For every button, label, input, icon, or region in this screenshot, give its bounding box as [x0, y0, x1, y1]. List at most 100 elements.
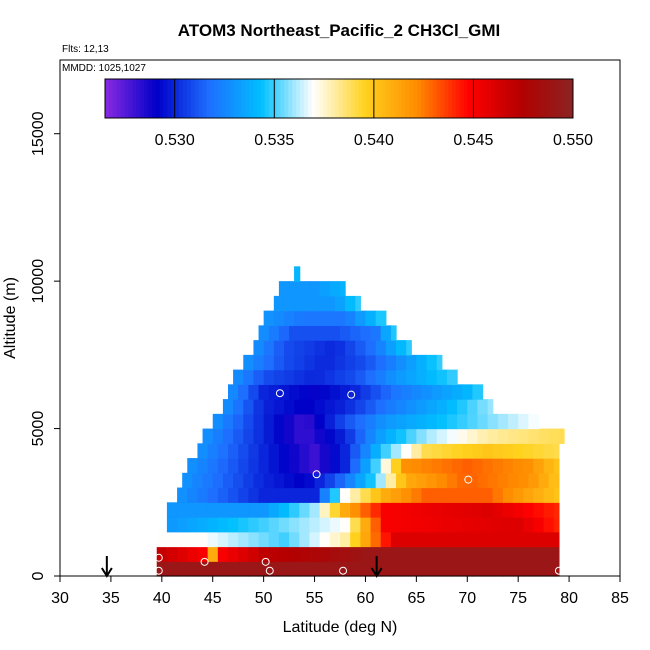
heatmap-cell	[294, 369, 305, 385]
colorbar-tick-label: 0.550	[553, 132, 593, 149]
sample-point	[154, 553, 163, 562]
heatmap-cell	[187, 458, 199, 474]
heatmap-cell	[492, 487, 504, 503]
heatmap-cell	[375, 428, 387, 444]
heatmap-cell	[390, 502, 402, 518]
heatmap-cell	[406, 413, 417, 430]
heatmap-cell	[309, 384, 321, 400]
y-tick-label: 15000	[30, 111, 47, 156]
heatmap-cell	[177, 517, 188, 533]
heatmap-cell	[431, 502, 443, 518]
heatmap-cell	[462, 443, 473, 459]
heatmap-cell	[472, 502, 484, 518]
heatmap-cell	[309, 561, 321, 577]
heatmap-cell	[401, 546, 412, 562]
heatmap-cell	[309, 546, 321, 562]
heatmap-cell	[166, 546, 178, 562]
heatmap-cell	[416, 413, 428, 430]
heatmap-cell	[558, 428, 565, 444]
heatmap-cell	[309, 502, 321, 518]
heatmap-cell	[396, 413, 407, 430]
colorbar-segment	[288, 79, 293, 118]
heatmap-cell	[452, 458, 463, 474]
sample-point	[200, 557, 209, 566]
heatmap-cell	[340, 517, 351, 533]
heatmap-cell	[446, 399, 458, 415]
colorbar-segment	[526, 79, 531, 118]
heatmap-cell	[289, 546, 300, 562]
colorbar-segment	[374, 79, 379, 118]
heatmap-cell	[334, 472, 346, 489]
colorbar-segment	[268, 79, 274, 118]
heatmap-cell	[238, 517, 249, 533]
colorbar-segment	[284, 79, 289, 118]
heatmap-cell	[294, 310, 305, 326]
heatmap-cell	[263, 369, 275, 385]
heatmap-cell	[533, 531, 545, 548]
heatmap-cell	[273, 295, 285, 312]
heatmap-cell	[472, 443, 484, 459]
colorbar-segment	[510, 79, 515, 118]
colorbar-segment	[530, 79, 535, 118]
heatmap-cell	[304, 399, 316, 415]
heatmap-cell	[370, 487, 382, 503]
heatmap-cell	[299, 502, 311, 518]
heatmap-cell	[436, 472, 448, 489]
dates-label: MMDD: 1025,1027	[62, 63, 146, 74]
heatmap-cell	[319, 384, 331, 400]
heatmap-cell	[273, 369, 285, 385]
heatmap-cell	[207, 546, 219, 562]
colorbar-segment	[514, 79, 519, 118]
heatmap-cell	[207, 443, 219, 459]
heatmap-cell	[228, 517, 239, 533]
heatmap-cell	[441, 561, 453, 577]
heatmap-cell	[553, 546, 560, 562]
heatmap-cell	[248, 502, 260, 518]
colorbar-segment	[557, 79, 562, 118]
colorbar-segment	[467, 79, 473, 118]
heatmap-cell	[258, 531, 270, 548]
heatmap-cell	[401, 443, 412, 459]
heatmap-cell	[278, 546, 290, 562]
heatmap-cell	[253, 472, 265, 489]
heatmap-cell	[294, 354, 305, 371]
heatmap-cell	[273, 472, 285, 489]
heatmap-cell	[390, 325, 397, 341]
heatmap-cell	[472, 546, 484, 562]
heatmap-cell	[390, 517, 402, 533]
heatmap-cell	[533, 487, 545, 503]
heatmap-cell	[416, 399, 428, 415]
colorbar-segment	[163, 79, 168, 118]
heatmap-cell	[253, 340, 265, 356]
heatmap-cell	[502, 517, 514, 533]
heatmap-cell	[502, 443, 514, 459]
heatmap-cell	[202, 428, 214, 444]
heatmap-cell	[380, 561, 392, 577]
sample-points	[154, 389, 563, 575]
heatmap-cell	[238, 561, 249, 577]
heatmap-cell	[518, 428, 529, 444]
heatmap-cell	[329, 443, 341, 459]
heatmap-cell	[329, 517, 341, 533]
heatmap-cell	[553, 531, 560, 548]
heatmap-cell	[421, 487, 433, 503]
heatmap-cell	[197, 458, 209, 474]
colorbar-segment	[346, 79, 352, 118]
heatmap-cell	[294, 266, 301, 282]
colorbar-segment	[327, 79, 332, 118]
heatmap-cell	[426, 369, 438, 385]
heatmap-cell	[304, 369, 316, 385]
heatmap-cell	[340, 325, 351, 341]
heatmap-cell	[284, 369, 295, 385]
colorbar-segment	[319, 79, 324, 118]
colorbar-segment	[159, 79, 164, 118]
heatmap-cell	[319, 458, 331, 474]
heatmap-cell	[299, 384, 311, 400]
heatmap-cell	[207, 487, 219, 503]
sample-point	[275, 389, 284, 398]
heatmap-cell	[431, 561, 443, 577]
colorbar-segment	[311, 79, 317, 118]
heatmap-cell	[492, 502, 504, 518]
heatmap-cell	[278, 487, 290, 503]
heatmap-cell	[289, 487, 300, 503]
